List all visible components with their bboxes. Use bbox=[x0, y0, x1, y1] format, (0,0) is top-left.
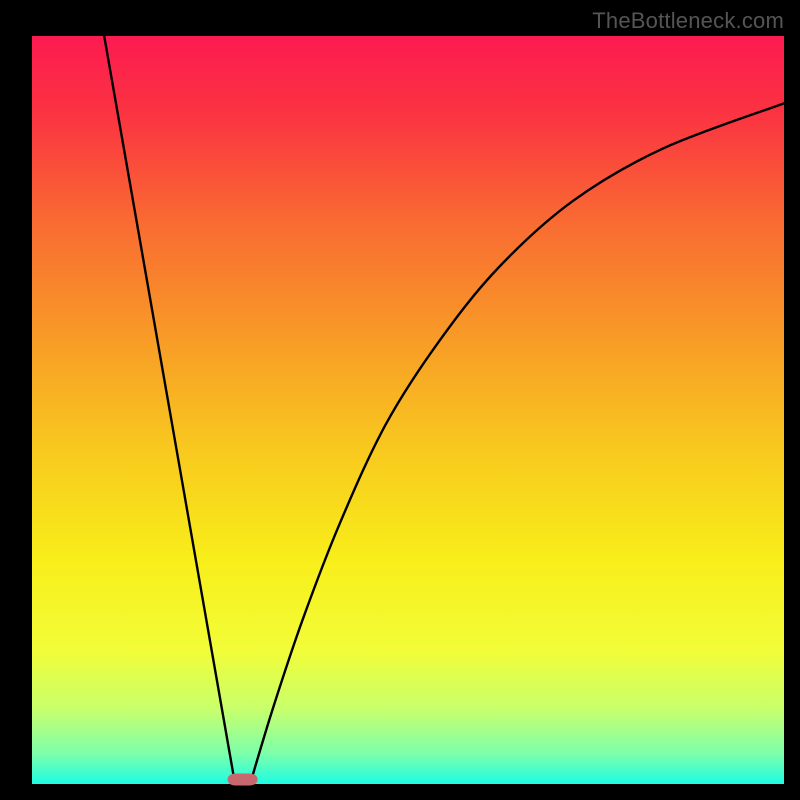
curve-layer bbox=[32, 36, 784, 784]
chart-frame: TheBottleneck.com bbox=[0, 0, 800, 800]
optimal-marker bbox=[228, 774, 258, 786]
plot-area bbox=[32, 36, 784, 784]
bottleneck-curve-path bbox=[104, 36, 784, 784]
watermark-text: TheBottleneck.com bbox=[592, 8, 784, 34]
